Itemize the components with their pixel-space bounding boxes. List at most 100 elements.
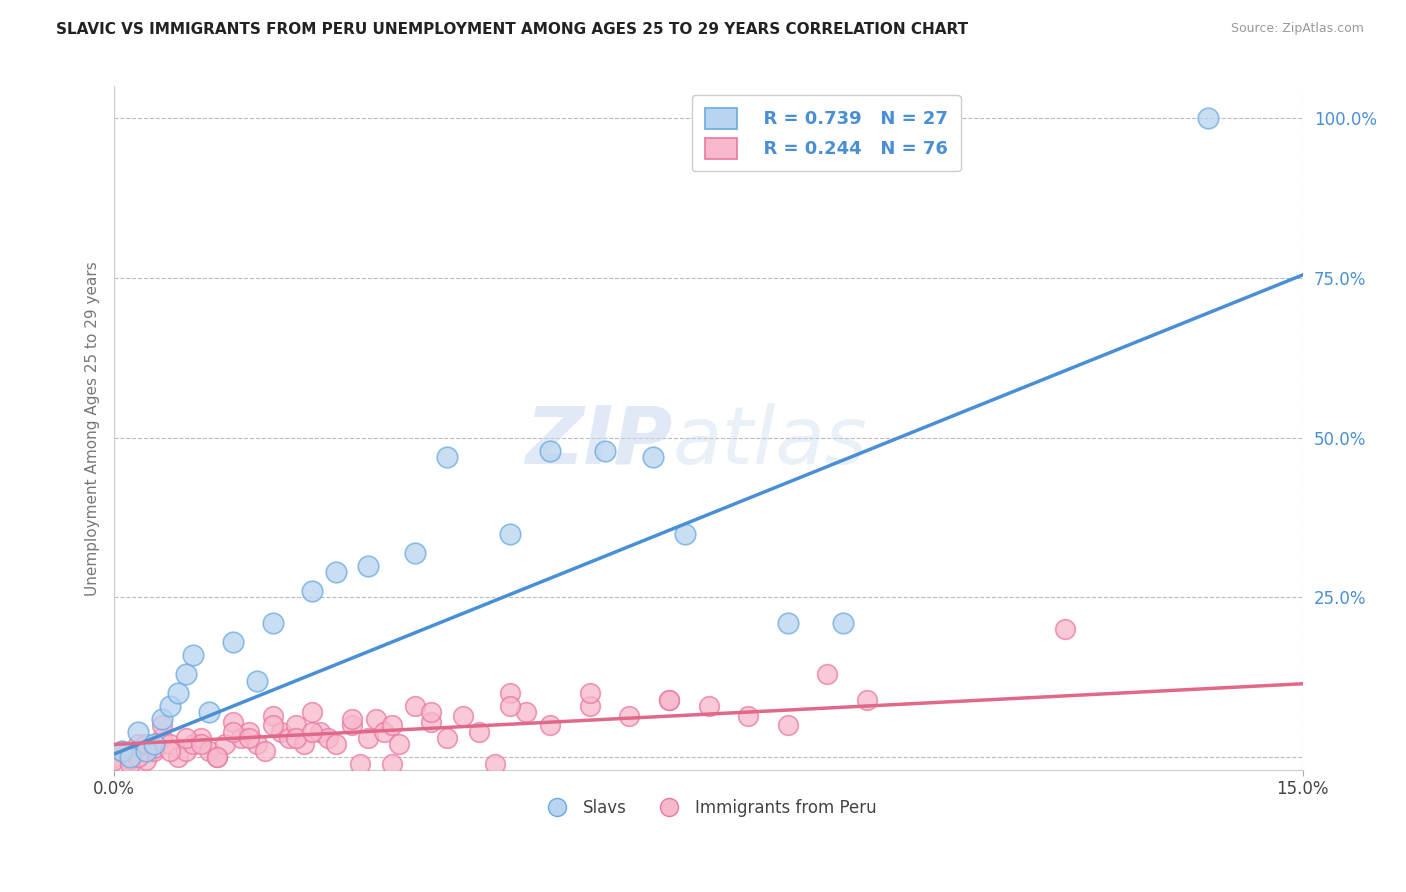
Point xyxy=(292,738,315,752)
Point xyxy=(166,750,188,764)
Point xyxy=(776,718,799,732)
Point xyxy=(174,744,197,758)
Legend: Slavs, Immigrants from Peru: Slavs, Immigrants from Peru xyxy=(533,792,884,823)
Point xyxy=(404,699,426,714)
Point xyxy=(515,706,537,720)
Point xyxy=(301,584,323,599)
Point xyxy=(174,667,197,681)
Point xyxy=(856,692,879,706)
Point xyxy=(340,712,363,726)
Point xyxy=(262,615,284,630)
Point xyxy=(380,756,402,771)
Point xyxy=(641,450,664,464)
Text: atlas: atlas xyxy=(673,403,868,481)
Point xyxy=(404,546,426,560)
Point xyxy=(246,673,269,688)
Point xyxy=(198,744,221,758)
Point xyxy=(111,744,134,758)
Point xyxy=(142,740,165,755)
Point xyxy=(357,558,380,573)
Point xyxy=(253,744,276,758)
Point xyxy=(538,443,561,458)
Point xyxy=(309,724,332,739)
Point xyxy=(277,731,299,745)
Point xyxy=(373,724,395,739)
Point xyxy=(135,753,157,767)
Point xyxy=(103,753,125,767)
Point xyxy=(301,706,323,720)
Point xyxy=(349,756,371,771)
Point xyxy=(776,615,799,630)
Point xyxy=(222,635,245,649)
Point xyxy=(118,753,141,767)
Point xyxy=(205,750,228,764)
Point xyxy=(420,715,443,730)
Point xyxy=(135,744,157,758)
Point xyxy=(285,731,308,745)
Point xyxy=(578,699,600,714)
Point xyxy=(135,738,157,752)
Point xyxy=(118,756,141,771)
Point xyxy=(357,731,380,745)
Point xyxy=(229,731,252,745)
Point xyxy=(325,565,347,579)
Point xyxy=(238,724,260,739)
Point xyxy=(118,750,141,764)
Point xyxy=(190,738,212,752)
Point xyxy=(270,724,292,739)
Point xyxy=(451,708,474,723)
Point xyxy=(198,706,221,720)
Point xyxy=(832,615,855,630)
Point xyxy=(190,731,212,745)
Point xyxy=(388,738,411,752)
Point xyxy=(159,699,181,714)
Point xyxy=(578,686,600,700)
Point xyxy=(325,738,347,752)
Point xyxy=(222,724,245,739)
Point xyxy=(815,667,838,681)
Point xyxy=(150,712,173,726)
Point xyxy=(619,708,641,723)
Point xyxy=(340,718,363,732)
Point xyxy=(238,731,260,745)
Point xyxy=(538,718,561,732)
Point xyxy=(262,708,284,723)
Point xyxy=(420,706,443,720)
Point xyxy=(222,715,245,730)
Point xyxy=(150,731,173,745)
Text: Source: ZipAtlas.com: Source: ZipAtlas.com xyxy=(1230,22,1364,36)
Point xyxy=(467,724,489,739)
Point xyxy=(673,526,696,541)
Y-axis label: Unemployment Among Ages 25 to 29 years: Unemployment Among Ages 25 to 29 years xyxy=(86,260,100,596)
Point xyxy=(183,648,205,662)
Point xyxy=(499,526,522,541)
Point xyxy=(1197,112,1219,126)
Point xyxy=(595,443,617,458)
Point xyxy=(1054,623,1077,637)
Point xyxy=(380,718,402,732)
Point xyxy=(436,731,458,745)
Point xyxy=(658,692,681,706)
Point xyxy=(737,708,759,723)
Point xyxy=(183,738,205,752)
Point xyxy=(285,718,308,732)
Text: ZIP: ZIP xyxy=(526,403,673,481)
Point xyxy=(111,744,134,758)
Point xyxy=(262,718,284,732)
Point xyxy=(499,699,522,714)
Point xyxy=(159,738,181,752)
Point xyxy=(103,750,125,764)
Point xyxy=(205,750,228,764)
Point xyxy=(159,744,181,758)
Point xyxy=(364,712,387,726)
Point xyxy=(127,750,149,764)
Point xyxy=(150,718,173,732)
Point xyxy=(142,744,165,758)
Point xyxy=(111,744,134,758)
Point xyxy=(499,686,522,700)
Point xyxy=(436,450,458,464)
Point xyxy=(484,756,506,771)
Point xyxy=(166,686,188,700)
Point xyxy=(301,724,323,739)
Point xyxy=(142,738,165,752)
